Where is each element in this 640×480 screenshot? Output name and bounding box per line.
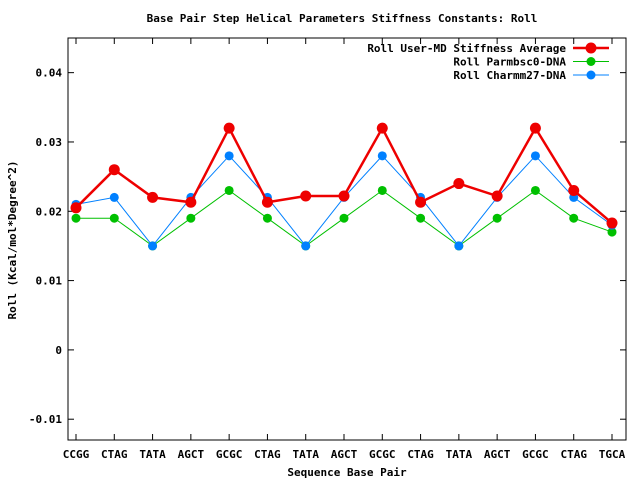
data-point: [606, 217, 618, 229]
x-tick-label: TATA: [139, 448, 166, 461]
data-point: [454, 241, 464, 251]
data-point: [301, 241, 311, 251]
data-point: [147, 191, 159, 203]
x-axis-label: Sequence Base Pair: [287, 466, 407, 479]
x-tick-label: AGCT: [484, 448, 511, 461]
x-tick-label: GCGC: [216, 448, 243, 461]
y-tick-label: 0.02: [36, 205, 63, 218]
series-1: [70, 122, 618, 229]
legend-label: Roll Parmbsc0-DNA: [453, 56, 566, 69]
plot-area: [67, 37, 627, 441]
chart-title: Base Pair Step Helical Parameters Stiffn…: [147, 12, 538, 25]
y-axis-label: Roll (Kcal/mol*Degree^2): [6, 161, 19, 320]
x-tick-label: AGCT: [331, 448, 358, 461]
data-point: [376, 122, 388, 134]
data-point: [224, 185, 234, 195]
data-point: [185, 196, 197, 208]
legend-swatch-marker: [586, 57, 596, 66]
x-tick-label: TATA: [292, 448, 319, 461]
x-tick-label: CTAG: [560, 448, 587, 461]
x-tick-label: CCGG: [63, 448, 90, 461]
x-tick-label: CTAG: [254, 448, 281, 461]
x-tick-label: GCGC: [369, 448, 396, 461]
legend-swatch-marker: [586, 70, 596, 80]
data-point: [109, 192, 119, 202]
data-point: [530, 151, 540, 161]
data-point: [70, 202, 82, 214]
data-point: [300, 190, 312, 202]
data-point: [529, 122, 541, 134]
data-point: [377, 185, 387, 195]
series-line: [75, 125, 613, 225]
data-point: [186, 213, 196, 223]
y-tick-label: 0: [55, 344, 62, 357]
data-point: [223, 122, 235, 134]
x-tick-label: CTAG: [101, 448, 128, 461]
legend-swatch-marker: [585, 42, 597, 54]
y-axis: -0.01 0 0.01 0.02 0.03 0.04: [29, 67, 626, 426]
legend-label: Roll User-MD Stiffness Average: [367, 42, 566, 55]
data-point: [339, 213, 349, 223]
data-point: [108, 164, 120, 176]
data-point: [568, 184, 580, 196]
data-point: [569, 213, 579, 223]
y-tick-label: 0.01: [36, 275, 63, 288]
data-point: [261, 196, 273, 208]
data-point: [377, 151, 387, 161]
data-point: [338, 190, 350, 202]
data-point: [224, 151, 234, 161]
x-tick-label: TATA: [446, 448, 473, 461]
x-tick-label: CTAG: [407, 448, 434, 461]
y-tick-label: 0.03: [36, 136, 63, 149]
y-tick-label: -0.01: [29, 413, 62, 426]
data-point: [492, 213, 502, 223]
x-tick-label: TGCA: [599, 448, 626, 461]
data-point: [530, 185, 540, 195]
series-layer: [70, 122, 618, 251]
data-point: [491, 190, 503, 202]
data-point: [71, 213, 81, 223]
x-tick-label: AGCT: [178, 448, 205, 461]
data-point: [262, 213, 272, 223]
y-tick-label: 0.04: [36, 67, 63, 80]
data-point: [148, 241, 158, 251]
data-point: [607, 227, 617, 237]
legend-label: Roll Charmm27-DNA: [453, 69, 566, 82]
x-tick-label: GCGC: [522, 448, 549, 461]
data-point: [415, 196, 427, 208]
data-point: [416, 213, 426, 223]
plot-border: [67, 37, 627, 441]
data-point: [109, 213, 119, 223]
data-point: [453, 178, 465, 190]
x-axis: CCGG CTAG TATA AGCT GCGC CTAG TATA AGCT GCGC CTAG…: [63, 38, 626, 461]
